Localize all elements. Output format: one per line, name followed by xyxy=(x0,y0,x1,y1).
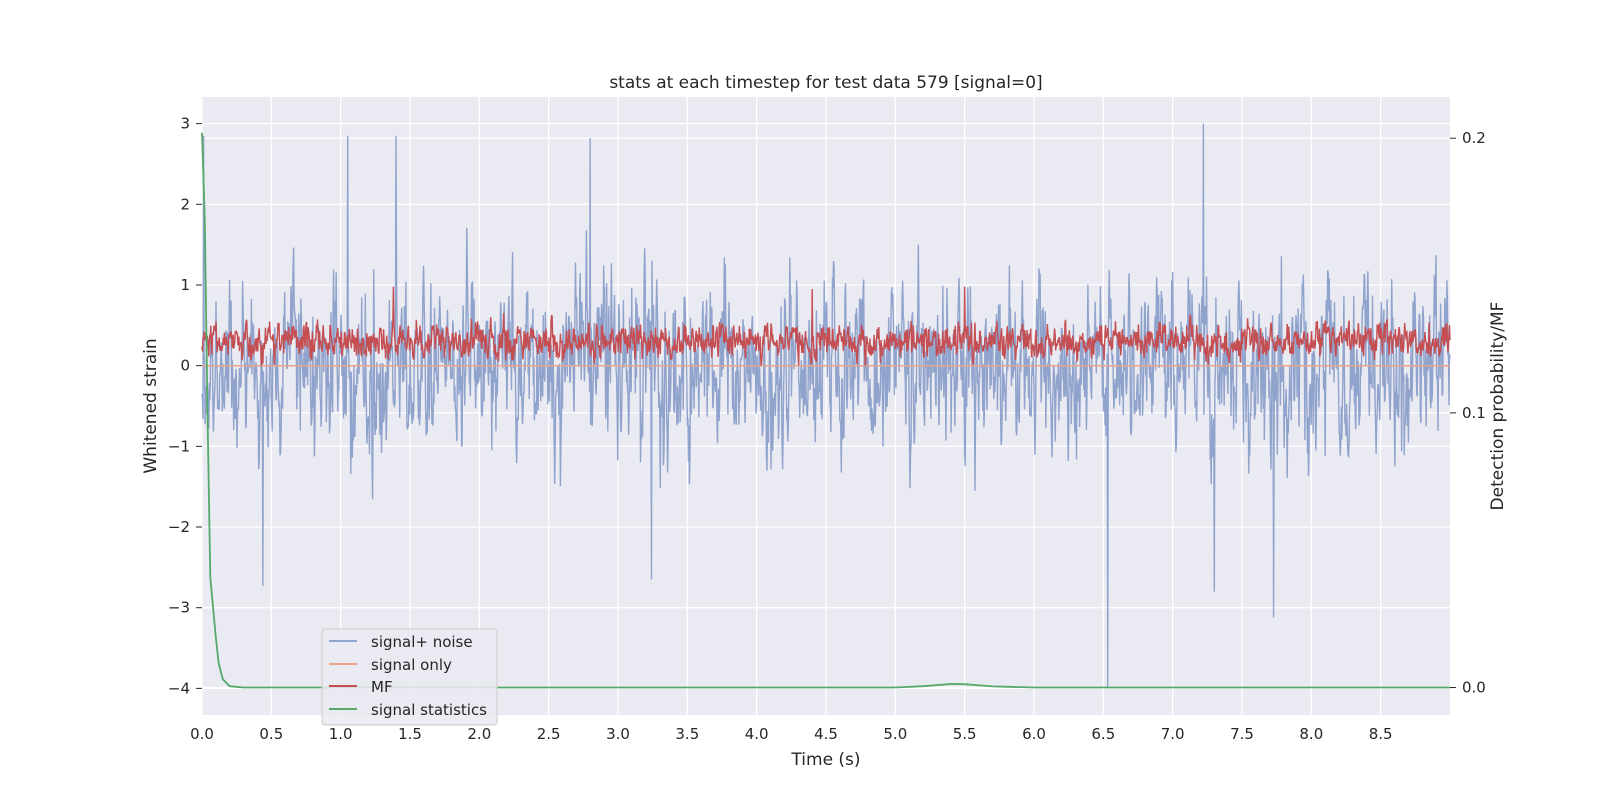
x-tick-label: 1.0 xyxy=(329,725,353,743)
x-tick-label: 0.5 xyxy=(259,725,283,743)
y-right-tick-label: 0.1 xyxy=(1462,404,1486,422)
y-tick-label: 1 xyxy=(180,276,190,294)
axis-ticks: 0.0 0.5 1.0 1.5 2.0 2.5 3.0 3.5 4.0 4.5 5.0 5.5 6.0 6… xyxy=(168,115,1486,743)
x-tick-label: 7.0 xyxy=(1161,725,1185,743)
x-axis-label: Time (s) xyxy=(790,750,860,770)
y-tick-label: −2 xyxy=(168,518,190,536)
x-tick-label: 4.5 xyxy=(814,725,838,743)
legend-label-signal-only: signal only xyxy=(371,656,452,674)
series-mf xyxy=(201,286,1451,366)
x-tick-label: 7.5 xyxy=(1230,725,1254,743)
x-tick-label: 3.5 xyxy=(675,725,699,743)
legend-label-signal-statistics: signal statistics xyxy=(371,701,487,719)
x-tick-label: 2.0 xyxy=(467,725,491,743)
chart-title: stats at each timestep for test data 579… xyxy=(609,73,1042,93)
x-tick-label: 6.0 xyxy=(1022,725,1046,743)
x-tick-label: 8.5 xyxy=(1369,725,1393,743)
x-tick-label: 6.5 xyxy=(1091,725,1115,743)
legend-label-mf: MF xyxy=(371,678,393,696)
x-tick-label: 5.5 xyxy=(953,725,977,743)
y-tick-label: −3 xyxy=(168,599,190,617)
legend: signal+ noise signal only MF signal stat… xyxy=(321,628,498,726)
x-tick-label: 0.0 xyxy=(190,725,214,743)
x-tick-label: 1.5 xyxy=(398,725,422,743)
y-right-tick-label: 0.0 xyxy=(1462,679,1486,697)
x-tick-label: 2.5 xyxy=(537,725,561,743)
y-tick-label: −1 xyxy=(168,437,190,455)
y-tick-label: 2 xyxy=(180,195,190,213)
y-tick-label: 3 xyxy=(180,115,190,133)
y-axis-label-right: Detection probability/MF xyxy=(1488,302,1508,511)
legend-box xyxy=(321,628,498,726)
y-tick-label: −4 xyxy=(168,679,190,697)
y-tick-label: 0 xyxy=(180,357,190,375)
y-right-tick-label: 0.2 xyxy=(1462,129,1486,147)
x-tick-label: 4.0 xyxy=(745,725,769,743)
x-tick-label: 5.0 xyxy=(883,725,907,743)
y-axis-label: Whitened strain xyxy=(141,338,161,473)
x-tick-label: 3.0 xyxy=(606,725,630,743)
legend-label-signal-plus-noise: signal+ noise xyxy=(371,633,473,651)
x-tick-label: 8.0 xyxy=(1299,725,1323,743)
